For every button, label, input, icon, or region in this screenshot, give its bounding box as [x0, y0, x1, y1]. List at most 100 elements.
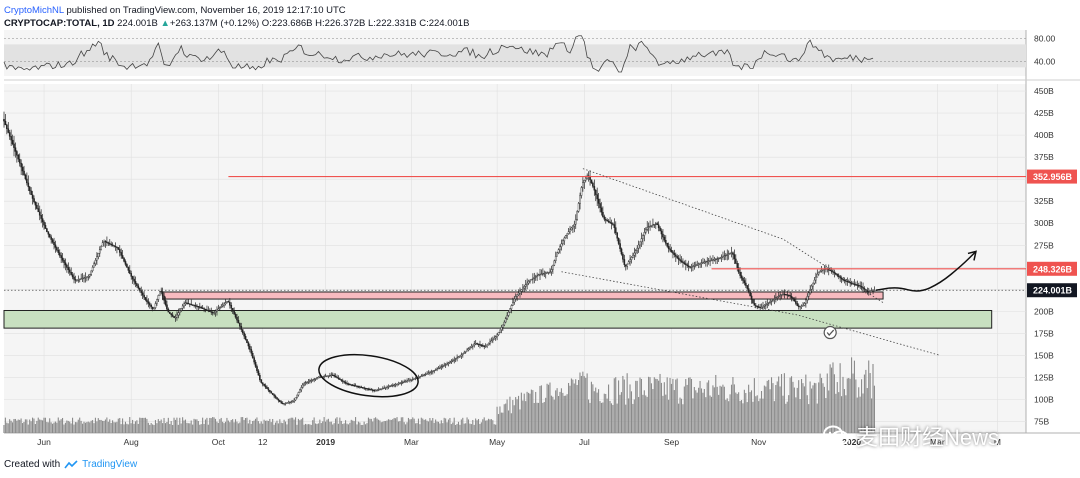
volume-bar — [590, 381, 592, 433]
candle-body — [783, 293, 786, 295]
candle-body — [853, 283, 856, 285]
candle-body — [799, 306, 801, 308]
volume-bar — [41, 420, 44, 433]
candle-body — [240, 326, 243, 330]
candle-body — [76, 279, 78, 281]
candle-body — [756, 305, 759, 308]
volume-bar — [120, 424, 122, 433]
volume-bar — [107, 421, 109, 433]
volume-bar — [586, 373, 588, 433]
author-link[interactable]: CryptoMichNL — [4, 5, 64, 16]
volume-bar — [330, 421, 332, 433]
red-support-zone — [162, 291, 884, 300]
volume-bar — [683, 386, 685, 433]
candle-body — [277, 398, 280, 401]
candle-body — [186, 302, 188, 304]
candle-body — [429, 372, 431, 374]
candle-body — [257, 370, 260, 376]
candle-body — [426, 373, 428, 375]
candle-body — [66, 264, 68, 268]
volume-bar — [609, 400, 611, 433]
volume-bar — [53, 422, 55, 433]
volume-bar — [206, 417, 208, 433]
volume-bar — [405, 424, 407, 433]
volume-bar — [280, 422, 282, 433]
candle-body — [746, 285, 749, 289]
volume-bar — [60, 419, 62, 433]
volume-bar — [430, 420, 432, 433]
volume-bar — [846, 378, 848, 433]
candle-body — [460, 354, 463, 357]
candle-body — [779, 294, 781, 297]
volume-bar — [236, 421, 238, 433]
candle-body — [653, 223, 656, 226]
candle-body — [97, 253, 100, 257]
volume-bar — [871, 398, 873, 433]
volume-bar — [104, 419, 106, 433]
candle-body — [745, 282, 747, 286]
candle-body — [466, 349, 468, 352]
volume-bar — [192, 424, 194, 433]
candle-body — [670, 250, 673, 252]
candle-body — [90, 270, 92, 275]
candle-body — [77, 279, 80, 281]
candle-body — [709, 260, 711, 262]
volume-bar — [580, 375, 582, 433]
volume-bar — [395, 418, 397, 433]
volume-bar — [549, 382, 551, 433]
candle-body — [111, 244, 114, 246]
candle-body — [21, 166, 24, 172]
symbol-label: CRYPTOCAP:TOTAL, 1D — [4, 18, 115, 29]
volume-bar — [3, 424, 5, 433]
candle-body — [183, 303, 185, 307]
candle-body — [626, 263, 629, 267]
candle-body — [343, 381, 345, 383]
candle-body — [100, 245, 102, 250]
candle-body — [113, 245, 115, 247]
candle-body — [137, 285, 140, 289]
volume-bar — [264, 420, 267, 433]
time-tick-label: 2019 — [316, 437, 335, 447]
volume-bar — [332, 424, 334, 433]
volume-bar — [748, 384, 750, 433]
volume-bar — [166, 422, 168, 433]
candle-body — [58, 252, 61, 256]
candle-body — [686, 264, 689, 267]
volume-bar — [386, 420, 388, 433]
candle-body — [534, 276, 537, 278]
volume-bar — [509, 396, 511, 433]
volume-bar — [370, 418, 372, 433]
volume-bar — [843, 389, 845, 433]
candle-body — [500, 327, 503, 331]
candle-body — [4, 120, 7, 126]
price-tick-label: 375B — [1034, 152, 1054, 162]
candle-body — [702, 262, 704, 264]
candle-body — [610, 222, 613, 224]
volume-bar — [618, 380, 620, 433]
volume-bar — [244, 418, 247, 433]
candle-body — [810, 285, 813, 290]
time-tick-label: Aug — [124, 437, 139, 447]
volume-bar — [828, 390, 830, 433]
candle-body — [297, 392, 300, 396]
candle-body — [477, 343, 480, 345]
candle-body — [131, 276, 134, 280]
volume-bar — [249, 419, 251, 433]
candle-body — [147, 301, 150, 304]
volume-bar — [816, 403, 818, 433]
volume-bar — [690, 378, 693, 433]
candle-body — [870, 290, 873, 292]
volume-bar — [413, 418, 415, 433]
candle-body — [103, 241, 105, 243]
volume-bar — [608, 384, 610, 433]
volume-bar — [568, 382, 570, 433]
candle-body — [793, 298, 796, 302]
volume-bar — [425, 419, 427, 433]
tradingview-link[interactable]: TradingView — [82, 459, 138, 470]
volume-bar — [480, 422, 482, 433]
volume-bar — [26, 419, 28, 433]
volume-bar — [240, 417, 242, 433]
volume-bar — [623, 379, 625, 433]
volume-bar — [839, 363, 841, 433]
